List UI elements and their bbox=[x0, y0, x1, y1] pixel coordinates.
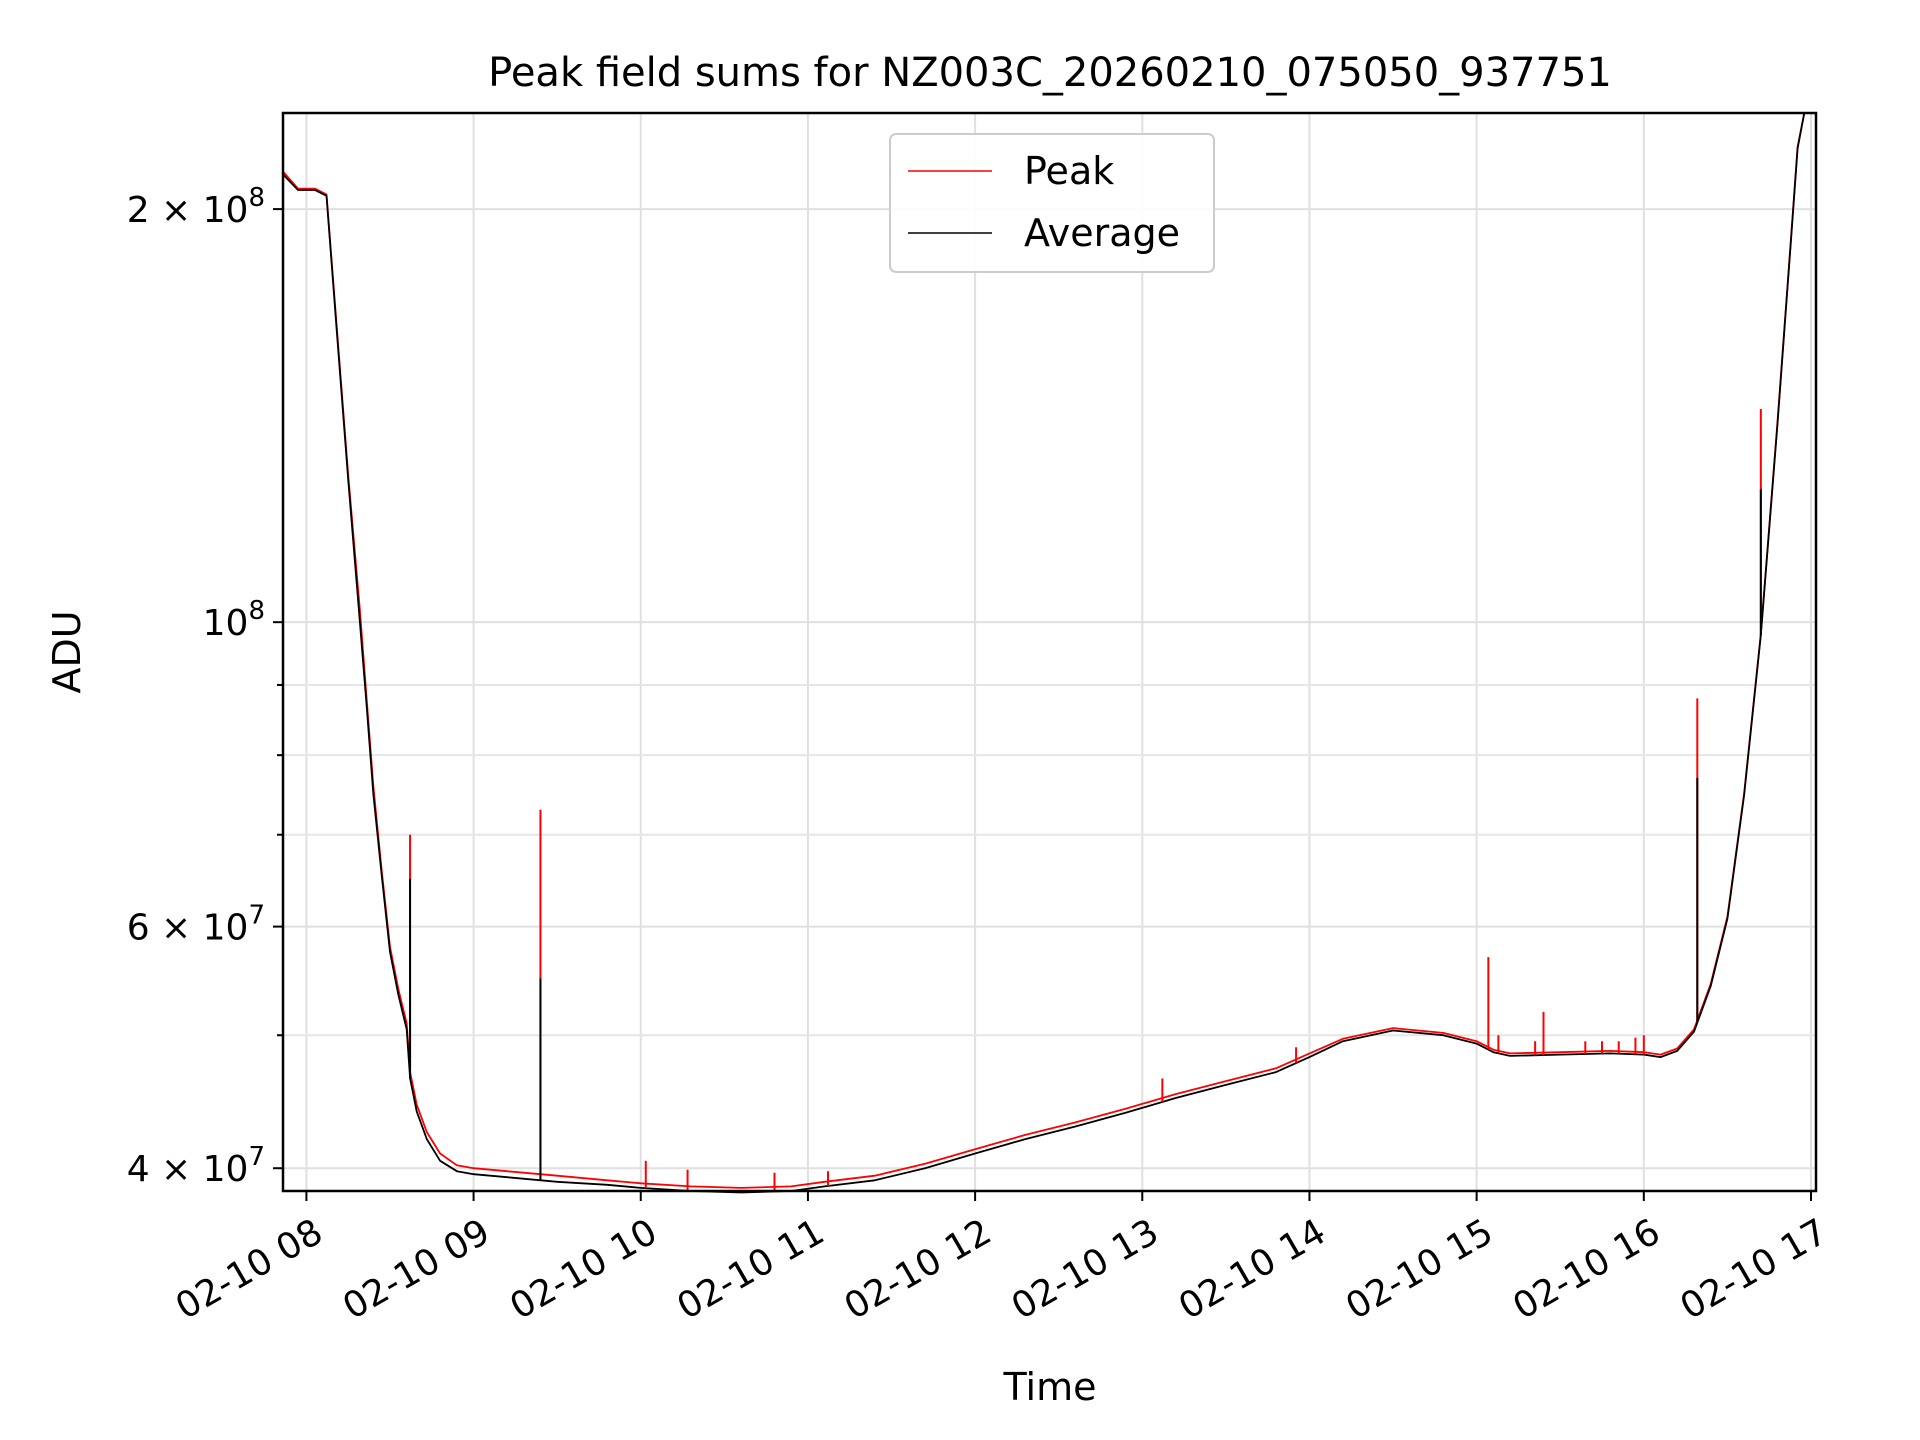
x-tick-label: 02-10 14 bbox=[1172, 1211, 1333, 1327]
y-axis: 4 × 107 6 × 107 108 2 × 108 bbox=[127, 183, 283, 1190]
x-tick-label: 02-10 12 bbox=[838, 1211, 999, 1327]
x-tick-label: 02-10 11 bbox=[671, 1211, 832, 1327]
x-tick-label: 02-10 10 bbox=[503, 1211, 664, 1327]
legend-average-label: Average bbox=[1024, 211, 1180, 255]
x-tick-label: 02-10 09 bbox=[336, 1211, 497, 1327]
x-tick-label: 02-10 15 bbox=[1339, 1211, 1500, 1327]
y-axis-label: ADU bbox=[45, 610, 89, 693]
x-tick-label: 02-10 08 bbox=[169, 1211, 330, 1327]
x-tick-label: 02-10 13 bbox=[1005, 1211, 1166, 1327]
y-tick-label: 108 bbox=[203, 596, 265, 644]
x-axis-label: Time bbox=[1003, 1365, 1097, 1409]
y-tick-label: 4 × 107 bbox=[127, 1142, 265, 1190]
grid bbox=[283, 113, 1816, 1191]
x-axis: 02-10 08 02-10 09 02-10 10 02-10 11 02-10 12… bbox=[169, 1191, 1834, 1328]
series-line-peak bbox=[282, 112, 1816, 1189]
legend-peak-label: Peak bbox=[1024, 149, 1114, 193]
series-layer bbox=[282, 112, 1816, 1194]
x-tick-label: 02-10 17 bbox=[1674, 1211, 1835, 1327]
chart-title: Peak field sums for NZ003C_20260210_0750… bbox=[488, 50, 1612, 96]
legend: Peak Average bbox=[889, 133, 1215, 273]
y-tick-label: 2 × 108 bbox=[127, 183, 265, 231]
y-tick-label: 6 × 107 bbox=[127, 901, 265, 949]
legend-box bbox=[889, 133, 1215, 273]
x-tick-label: 02-10 16 bbox=[1506, 1211, 1667, 1327]
series-line-average bbox=[282, 112, 1816, 1194]
plot-frame bbox=[281, 111, 1818, 1193]
